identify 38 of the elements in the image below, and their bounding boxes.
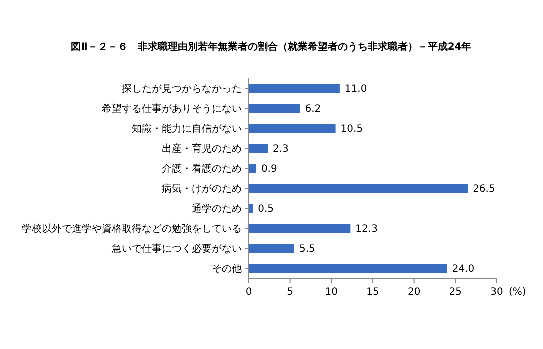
y-tick-label: 通学のため [192,203,242,215]
bar [249,244,294,253]
data-label: 0.9 [261,164,278,175]
x-axis-title: (%) [509,287,526,298]
x-tick-label: 20 [408,287,421,298]
y-tick-label: その他 [212,263,242,275]
y-tick-label: 希望する仕事がありそうにない [102,103,242,115]
x-tick-label: 30 [490,287,504,298]
data-label: 2.3 [273,144,289,155]
y-tick-label: 病気・けがのため [162,183,242,195]
x-tick-label: 10 [325,287,338,298]
x-tick-label: 0 [246,287,252,298]
bar [249,164,256,173]
bar [249,264,448,273]
data-label: 11.0 [344,84,368,95]
bar [249,184,468,193]
y-tick-label: 知識・能力に自信がない [132,123,242,135]
x-tick-label: 5 [287,287,294,298]
y-tick-label: 出産・育児のため [162,143,242,155]
bar [249,224,351,233]
chart-title: 図Ⅱ－２－６ 非求職理由別若年無業者の割合（就業希望者のうち非求職者）－平成24年 [71,41,472,53]
data-label: 12.3 [356,224,378,235]
bar [249,84,340,93]
x-tick-label: 15 [366,287,380,298]
data-label: 0.5 [258,204,274,215]
y-tick-label: 探したが見つからなかった [122,83,242,95]
x-tick-label: 25 [449,287,462,298]
y-tick-label: 急いで仕事につく必要がない [111,243,242,255]
data-label: 10.5 [340,124,364,135]
bar [249,104,300,113]
y-tick-label: 介護・看護のため [162,163,242,175]
bar [249,144,268,153]
data-label: 24.0 [452,264,475,275]
data-label: 6.2 [305,104,322,115]
data-label: 5.5 [299,244,316,255]
data-label: 26.5 [473,184,496,195]
bar [249,124,336,133]
y-tick-label: 学校以外で進学や資格取得などの勉強をしている [22,223,242,235]
